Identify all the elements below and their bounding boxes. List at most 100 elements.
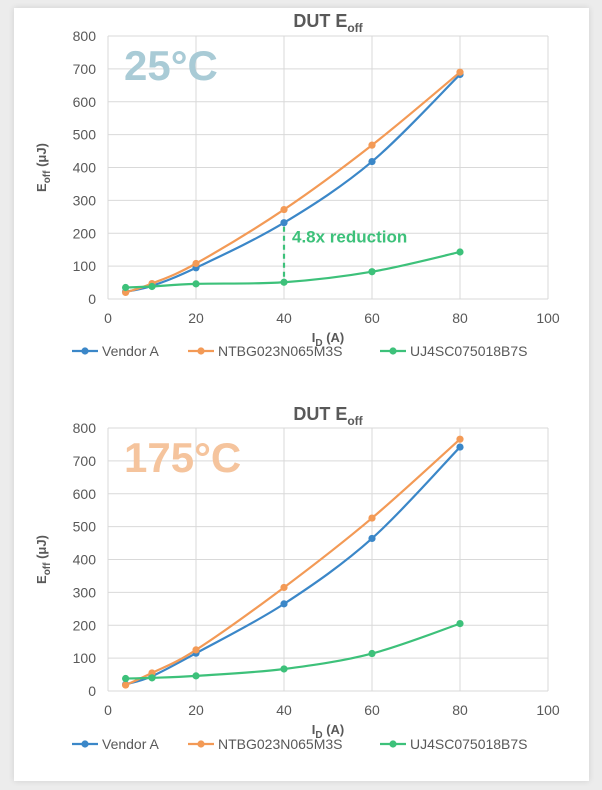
x-tick-label: 0	[104, 702, 112, 718]
data-point	[456, 248, 464, 256]
y-axis-label-main: E	[34, 575, 49, 584]
y-axis-label-sub: off	[42, 562, 53, 575]
y-axis-label: Eoff (μJ)	[34, 143, 53, 192]
legend-marker	[81, 347, 89, 355]
chart-title-sub: off	[347, 414, 363, 428]
series-line-3	[125, 622, 461, 680]
chart-title-main: DUT E	[293, 11, 347, 31]
data-point	[368, 141, 376, 149]
legend-marker	[81, 740, 89, 748]
legend-marker	[197, 347, 205, 355]
x-axis-label: ID (A)	[312, 330, 345, 349]
data-point	[192, 672, 200, 680]
y-axis-label-unit: (μJ)	[34, 535, 49, 562]
data-point	[368, 534, 376, 543]
x-axis-label: ID (A)	[312, 722, 345, 741]
data-point	[280, 665, 288, 673]
data-point	[280, 600, 288, 608]
temperature-label: 25°C	[124, 42, 218, 89]
data-point	[122, 674, 130, 683]
data-point	[192, 280, 200, 288]
data-point	[192, 259, 200, 268]
y-tick-label: 0	[88, 291, 96, 307]
legend-label: NTBG023N065M3S	[218, 736, 343, 752]
data-point	[368, 268, 376, 276]
x-tick-label: 20	[188, 702, 204, 718]
legend-marker	[389, 740, 397, 748]
y-tick-label: 400	[73, 160, 97, 176]
series-line-2	[125, 71, 461, 294]
temperature-label: 175°C	[124, 434, 241, 481]
data-point	[280, 205, 288, 214]
chart-title-sub: off	[347, 21, 363, 35]
data-point	[148, 674, 156, 682]
y-tick-label: 200	[73, 225, 97, 241]
annotation-text: 4.8x reduction	[292, 227, 407, 246]
data-point	[368, 157, 376, 166]
legend-label: UJ4SC075018B7S	[410, 343, 528, 359]
legend-label: Vendor A	[102, 736, 159, 752]
x-tick-label: 20	[188, 310, 204, 326]
y-tick-label: 600	[73, 486, 97, 502]
y-tick-label: 0	[88, 683, 96, 699]
y-axis-label: Eoff (μJ)	[34, 535, 53, 584]
data-point	[148, 282, 156, 291]
data-point	[368, 649, 376, 658]
series-line-1	[125, 446, 461, 686]
x-tick-label: 60	[364, 310, 380, 326]
data-point	[122, 288, 130, 297]
chart-2: 0 100 200 300 400 500 600 700 800 0 20 40 60 80 100 DUT…	[34, 404, 560, 752]
x-axis-label-main: I	[312, 330, 316, 345]
data-point	[122, 681, 130, 689]
data-point	[456, 435, 464, 443]
data-point	[456, 620, 464, 628]
y-tick-label: 800	[73, 420, 97, 436]
y-tick-label: 600	[73, 94, 97, 110]
y-tick-label: 500	[73, 519, 97, 535]
data-point	[148, 669, 156, 677]
x-tick-label: 0	[104, 310, 112, 326]
legend-label: NTBG023N065M3S	[218, 343, 343, 359]
x-axis-label-unit: (A)	[323, 330, 345, 345]
x-tick-label: 40	[276, 310, 292, 326]
x-tick-label: 80	[452, 702, 468, 718]
y-tick-label: 100	[73, 258, 97, 274]
y-tick-label: 700	[73, 453, 97, 469]
legend-marker	[389, 347, 397, 355]
data-point	[280, 583, 288, 592]
y-tick-label: 100	[73, 650, 97, 666]
legend-label: UJ4SC075018B7S	[410, 736, 528, 752]
y-axis-label-sub: off	[42, 170, 53, 183]
legend-label: Vendor A	[102, 343, 159, 359]
x-tick-label: 100	[536, 702, 560, 718]
x-tick-label: 100	[536, 310, 560, 326]
y-axis-label-unit: (μJ)	[34, 143, 49, 170]
chart-title-main: DUT E	[293, 404, 347, 424]
data-point	[456, 443, 464, 451]
series-line-3	[125, 250, 461, 289]
x-axis-label-sub: D	[315, 338, 322, 349]
data-point	[280, 278, 288, 286]
x-axis-label-sub: D	[315, 730, 322, 741]
y-tick-label: 800	[73, 28, 97, 44]
x-tick-label: 80	[452, 310, 468, 326]
y-tick-label: 700	[73, 61, 97, 77]
chart-title: DUT Eoff	[293, 11, 363, 35]
data-point	[192, 646, 200, 654]
legend-marker	[197, 740, 205, 748]
y-tick-label: 200	[73, 617, 97, 633]
chart-1: 0 100 200 300 400 500 600 700 800 0 20 40 60 80 100 DUT…	[34, 11, 560, 359]
data-point	[122, 283, 130, 292]
y-tick-label: 500	[73, 127, 97, 143]
x-axis-label-main: I	[312, 722, 316, 737]
data-point	[280, 219, 288, 227]
chart-title: DUT Eoff	[293, 404, 363, 428]
x-tick-label: 40	[276, 702, 292, 718]
data-point	[456, 68, 464, 76]
y-tick-label: 400	[73, 552, 97, 568]
y-tick-label: 300	[73, 192, 97, 208]
y-tick-label: 300	[73, 584, 97, 600]
chart-card	[14, 8, 589, 781]
x-tick-label: 60	[364, 702, 380, 718]
